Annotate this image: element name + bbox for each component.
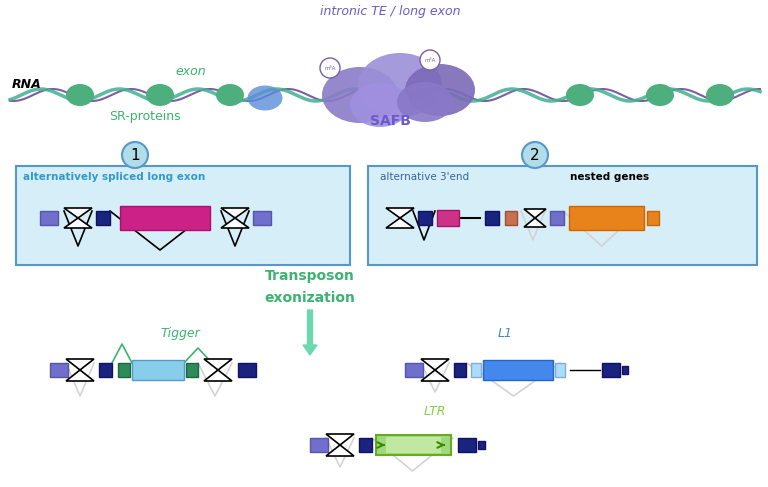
FancyBboxPatch shape: [40, 211, 58, 225]
Text: Tigger: Tigger: [160, 327, 200, 340]
Ellipse shape: [706, 84, 734, 106]
FancyBboxPatch shape: [602, 363, 620, 377]
Ellipse shape: [350, 83, 410, 127]
FancyBboxPatch shape: [418, 211, 432, 225]
FancyBboxPatch shape: [99, 363, 112, 377]
Ellipse shape: [247, 86, 283, 111]
Text: exon: exon: [175, 65, 206, 78]
Text: alternatively spliced long exon: alternatively spliced long exon: [23, 172, 205, 182]
FancyArrow shape: [303, 310, 317, 355]
FancyBboxPatch shape: [485, 211, 499, 225]
FancyBboxPatch shape: [359, 438, 372, 452]
FancyBboxPatch shape: [120, 206, 210, 230]
Ellipse shape: [397, 82, 453, 122]
FancyBboxPatch shape: [50, 363, 68, 377]
Text: LTR: LTR: [424, 405, 446, 418]
Ellipse shape: [646, 84, 674, 106]
FancyBboxPatch shape: [386, 437, 441, 453]
FancyBboxPatch shape: [505, 211, 517, 225]
FancyBboxPatch shape: [376, 435, 451, 455]
Text: RNA: RNA: [12, 78, 41, 91]
Text: alternative 3'end: alternative 3'end: [380, 172, 469, 182]
Polygon shape: [421, 359, 449, 381]
Polygon shape: [66, 359, 94, 381]
Circle shape: [522, 142, 548, 168]
Polygon shape: [204, 359, 232, 381]
FancyBboxPatch shape: [96, 211, 110, 225]
FancyBboxPatch shape: [16, 166, 350, 265]
Polygon shape: [64, 208, 92, 228]
Text: intronic TE / long exon: intronic TE / long exon: [319, 5, 460, 18]
Ellipse shape: [358, 53, 442, 117]
Polygon shape: [386, 208, 414, 228]
Text: SR-proteins: SR-proteins: [109, 110, 180, 123]
FancyBboxPatch shape: [647, 211, 659, 225]
FancyBboxPatch shape: [483, 360, 553, 380]
Ellipse shape: [322, 67, 398, 123]
FancyBboxPatch shape: [238, 363, 256, 377]
FancyBboxPatch shape: [471, 363, 481, 377]
Circle shape: [122, 142, 148, 168]
Ellipse shape: [566, 84, 594, 106]
Polygon shape: [221, 208, 249, 228]
FancyBboxPatch shape: [569, 206, 644, 230]
FancyBboxPatch shape: [405, 363, 423, 377]
FancyBboxPatch shape: [368, 166, 757, 265]
FancyBboxPatch shape: [622, 366, 628, 374]
FancyBboxPatch shape: [458, 438, 476, 452]
FancyBboxPatch shape: [118, 363, 130, 377]
FancyBboxPatch shape: [310, 438, 328, 452]
Ellipse shape: [66, 84, 94, 106]
Ellipse shape: [216, 84, 244, 106]
Text: Transposon: Transposon: [265, 269, 355, 283]
FancyBboxPatch shape: [253, 211, 271, 225]
Text: m⁶A: m⁶A: [424, 57, 435, 62]
Polygon shape: [326, 434, 354, 456]
Polygon shape: [524, 209, 546, 227]
Text: 1: 1: [131, 148, 140, 163]
Text: L1: L1: [498, 327, 512, 340]
Text: 2: 2: [530, 148, 540, 163]
FancyBboxPatch shape: [478, 441, 485, 449]
Ellipse shape: [146, 84, 174, 106]
Ellipse shape: [405, 64, 475, 116]
Text: SAFB: SAFB: [369, 114, 410, 128]
FancyBboxPatch shape: [550, 211, 564, 225]
Circle shape: [320, 58, 340, 78]
Text: m⁶A: m⁶A: [324, 65, 336, 71]
Text: nested genes: nested genes: [570, 172, 649, 182]
Circle shape: [420, 50, 440, 70]
Text: exonization: exonization: [264, 291, 356, 305]
FancyBboxPatch shape: [437, 210, 459, 226]
FancyBboxPatch shape: [186, 363, 198, 377]
FancyBboxPatch shape: [132, 360, 184, 380]
FancyBboxPatch shape: [555, 363, 565, 377]
FancyBboxPatch shape: [454, 363, 466, 377]
